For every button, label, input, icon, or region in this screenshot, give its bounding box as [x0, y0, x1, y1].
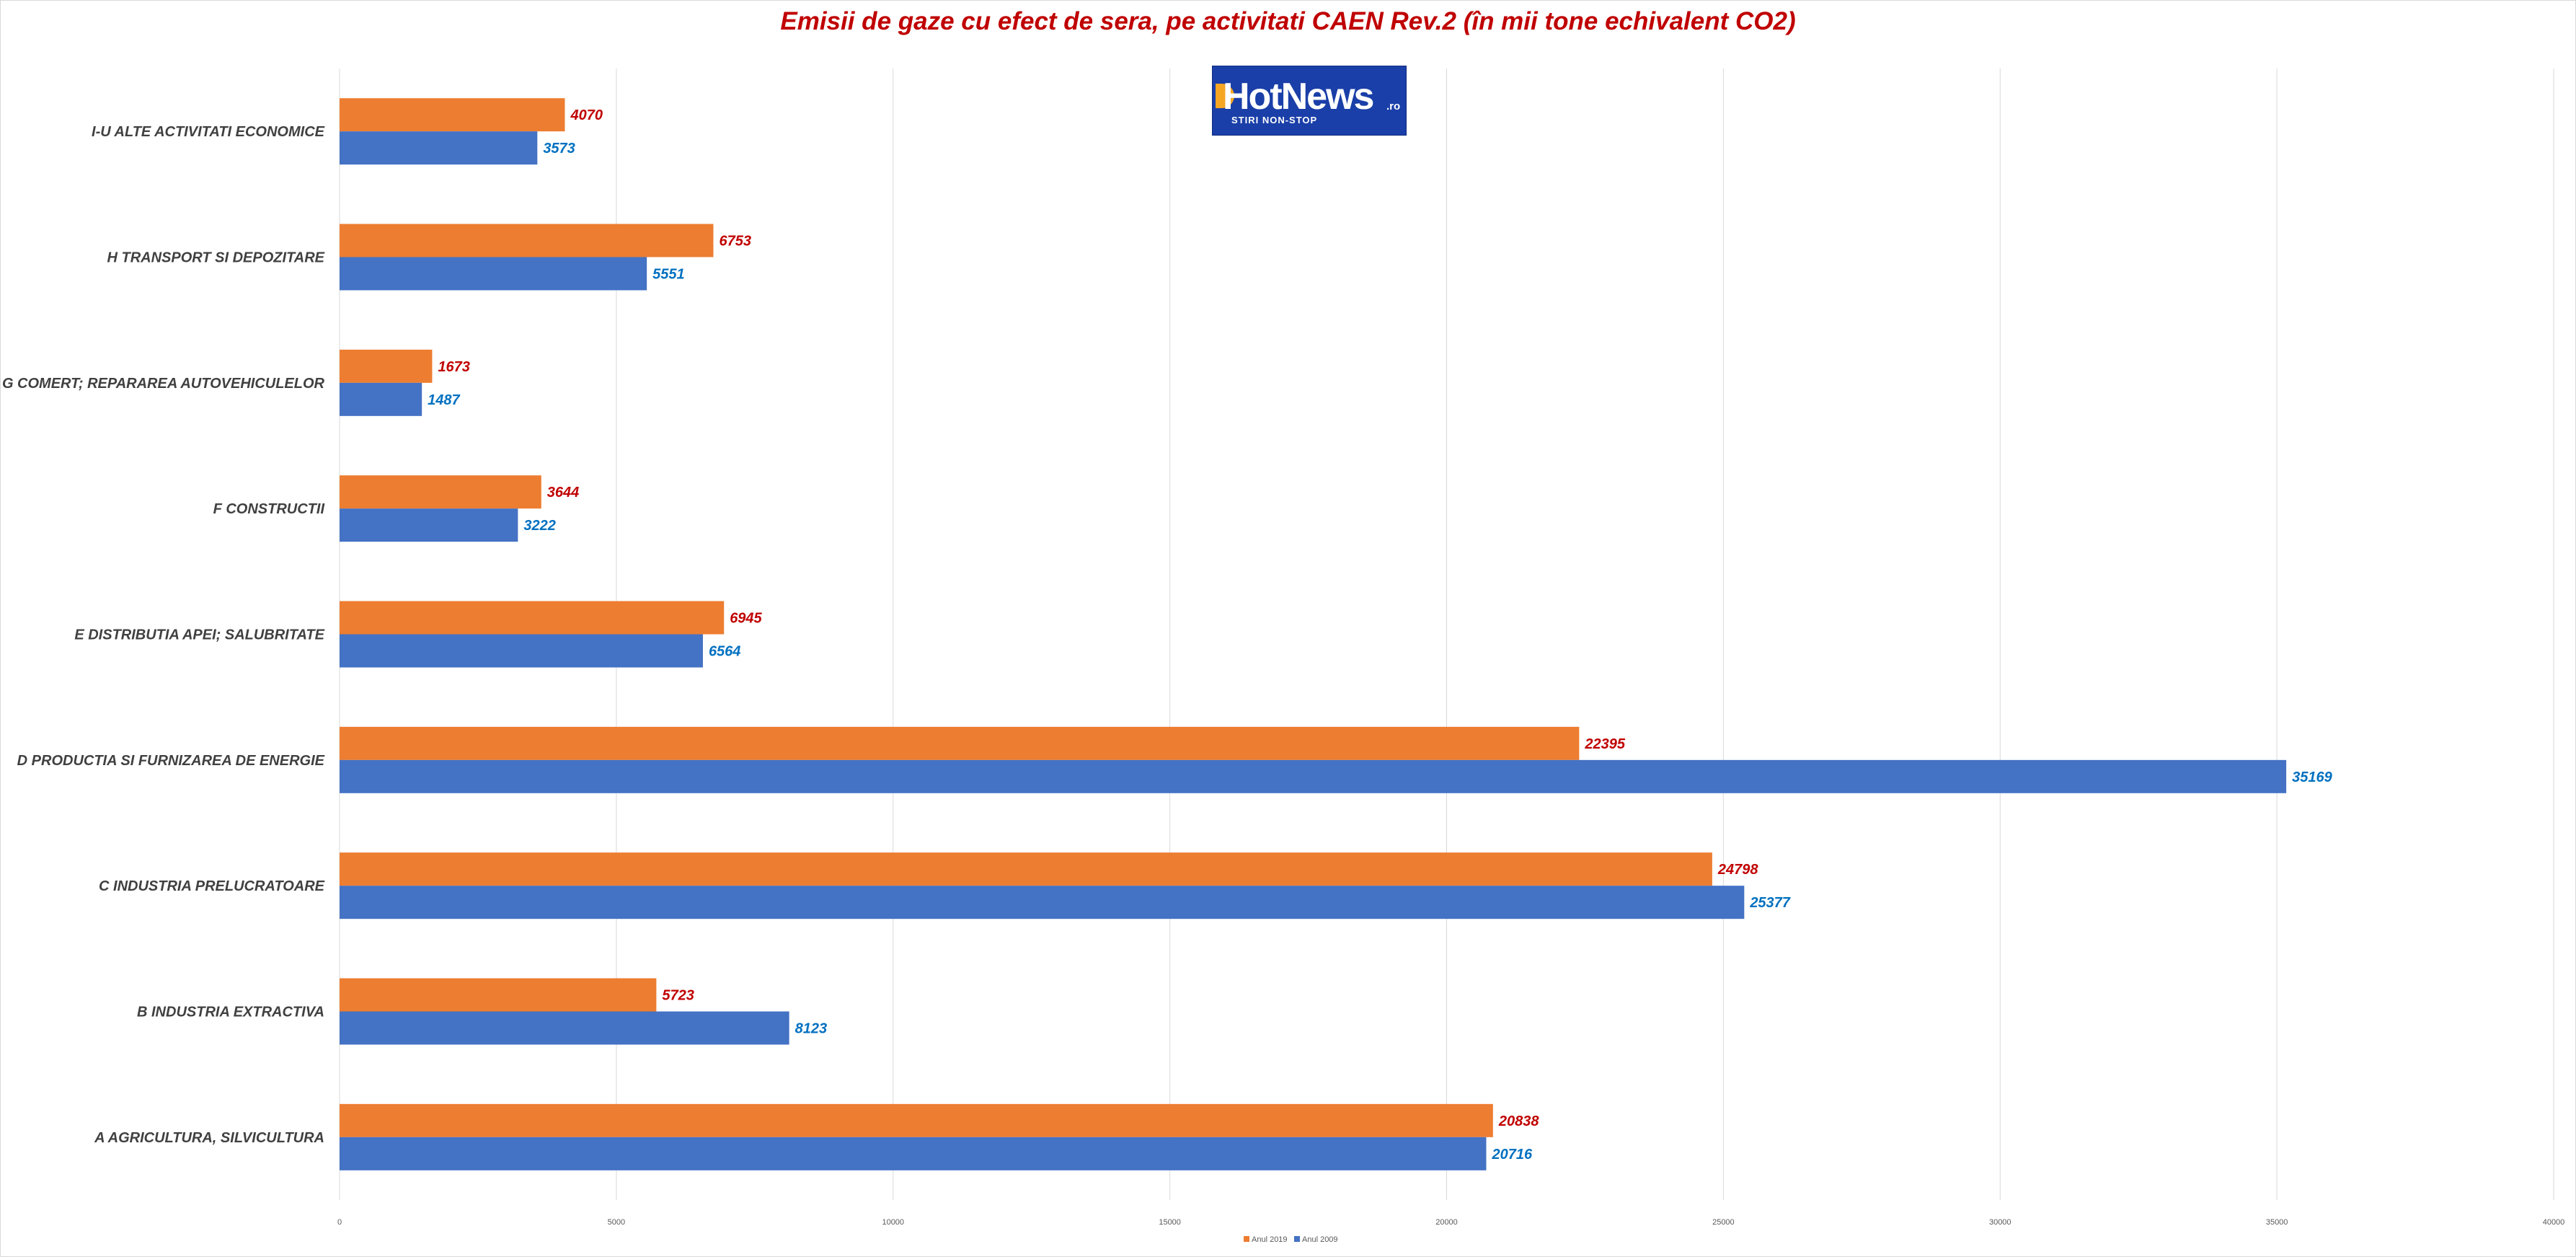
data-label-2019: 3644: [547, 485, 580, 500]
legend-label: Anul 2019: [1252, 1235, 1288, 1244]
data-label-2009: 6564: [709, 644, 741, 660]
legend-label: Anul 2009: [1302, 1235, 1338, 1244]
legend: Anul 2019 Anul 2009: [1244, 1235, 1338, 1244]
legend-swatch: [1244, 1236, 1249, 1242]
category-label: H TRANSPORT SI DEPOZITARE: [107, 250, 324, 266]
x-tick-label: 40000: [2543, 1218, 2565, 1227]
x-tick-label: 15000: [1159, 1218, 1181, 1227]
bar-2009: [340, 508, 518, 542]
labels-layer: A AGRICULTURA, SILVICULTURA 20838 20716 B I…: [2, 107, 2333, 1163]
data-label-2009: 1487: [428, 392, 460, 408]
data-label-2009: 8123: [795, 1021, 828, 1037]
category-label: F CONSTRUCTII: [213, 501, 325, 517]
bar-2009: [340, 759, 2287, 793]
data-label-2009: 3222: [523, 518, 556, 534]
x-tick-label: 10000: [882, 1218, 904, 1227]
logo-brand: HotNews: [1223, 76, 1374, 118]
data-label-2019: 22395: [1584, 736, 1625, 752]
x-tick-label: 5000: [608, 1218, 625, 1227]
bar-2019: [340, 726, 1580, 760]
bar-2019: [340, 475, 541, 509]
data-label-2019: 5723: [662, 988, 694, 1004]
x-tick-label: 20000: [1435, 1218, 1458, 1227]
x-tick-label: 0: [337, 1218, 342, 1227]
bar-2009: [340, 1011, 789, 1045]
bar-2009: [340, 886, 1745, 919]
bar-2019: [340, 98, 565, 132]
category-label: E DISTRIBUTIA APEI; SALUBRITATE: [74, 627, 324, 643]
data-label-2009: 20716: [1491, 1147, 1532, 1163]
x-tick-label: 25000: [1712, 1218, 1735, 1227]
bar-2019: [340, 852, 1712, 886]
bar-2019: [340, 1103, 1493, 1137]
logo-tagline: STIRI NON-STOP: [1231, 115, 1318, 125]
data-label-2019: 6945: [730, 611, 762, 627]
chart-title: Emisii de gaze cu efect de sera, pe acti…: [780, 7, 1796, 35]
data-label-2019: 24798: [1717, 862, 1758, 878]
sun-icon: [1216, 84, 1234, 108]
legend-swatch: [1294, 1236, 1300, 1242]
bar-2019: [340, 601, 725, 635]
data-label-2009: 35169: [2292, 769, 2332, 785]
category-label: G COMERT; REPARAREA AUTOVEHICULELOR: [2, 376, 325, 392]
logo-suffix: .ro: [1386, 100, 1401, 113]
bar-2009: [340, 382, 422, 416]
bar-2019: [340, 349, 433, 383]
bars-layer: [340, 98, 2287, 1170]
category-label: B INDUSTRIA EXTRACTIVA: [137, 1005, 324, 1020]
category-label: C INDUSTRIA PRELUCRATOARE: [99, 878, 325, 894]
category-label: D PRODUCTIA SI FURNIZAREA DE ENERGIE: [17, 753, 325, 769]
bar-2019: [340, 978, 657, 1012]
bar-2009: [340, 131, 538, 165]
data-label-2009: 3573: [543, 141, 575, 156]
hotnews-logo: HotNews .ro STIRI NON-STOP: [1212, 66, 1407, 136]
axis-layer: 0 5000 10000 15000 20000 25000 30000 35000 40000: [337, 1218, 2564, 1227]
category-label: I-U ALTE ACTIVITATI ECONOMICE: [92, 124, 325, 140]
x-tick-label: 30000: [1989, 1218, 2011, 1227]
data-label-2009: 5551: [652, 267, 685, 283]
data-label-2009: 25377: [1749, 895, 1790, 911]
data-label-2019: 6753: [719, 234, 751, 250]
data-label-2019: 20838: [1498, 1113, 1539, 1129]
category-label: A AGRICULTURA, SILVICULTURA: [94, 1130, 324, 1146]
bar-2019: [340, 224, 714, 257]
bar-2009: [340, 257, 647, 291]
data-label-2019: 1673: [438, 359, 470, 375]
bar-2009: [340, 1137, 1487, 1170]
x-tick-label: 35000: [2266, 1218, 2288, 1227]
bar-2009: [340, 634, 703, 668]
data-label-2019: 4070: [570, 107, 603, 123]
